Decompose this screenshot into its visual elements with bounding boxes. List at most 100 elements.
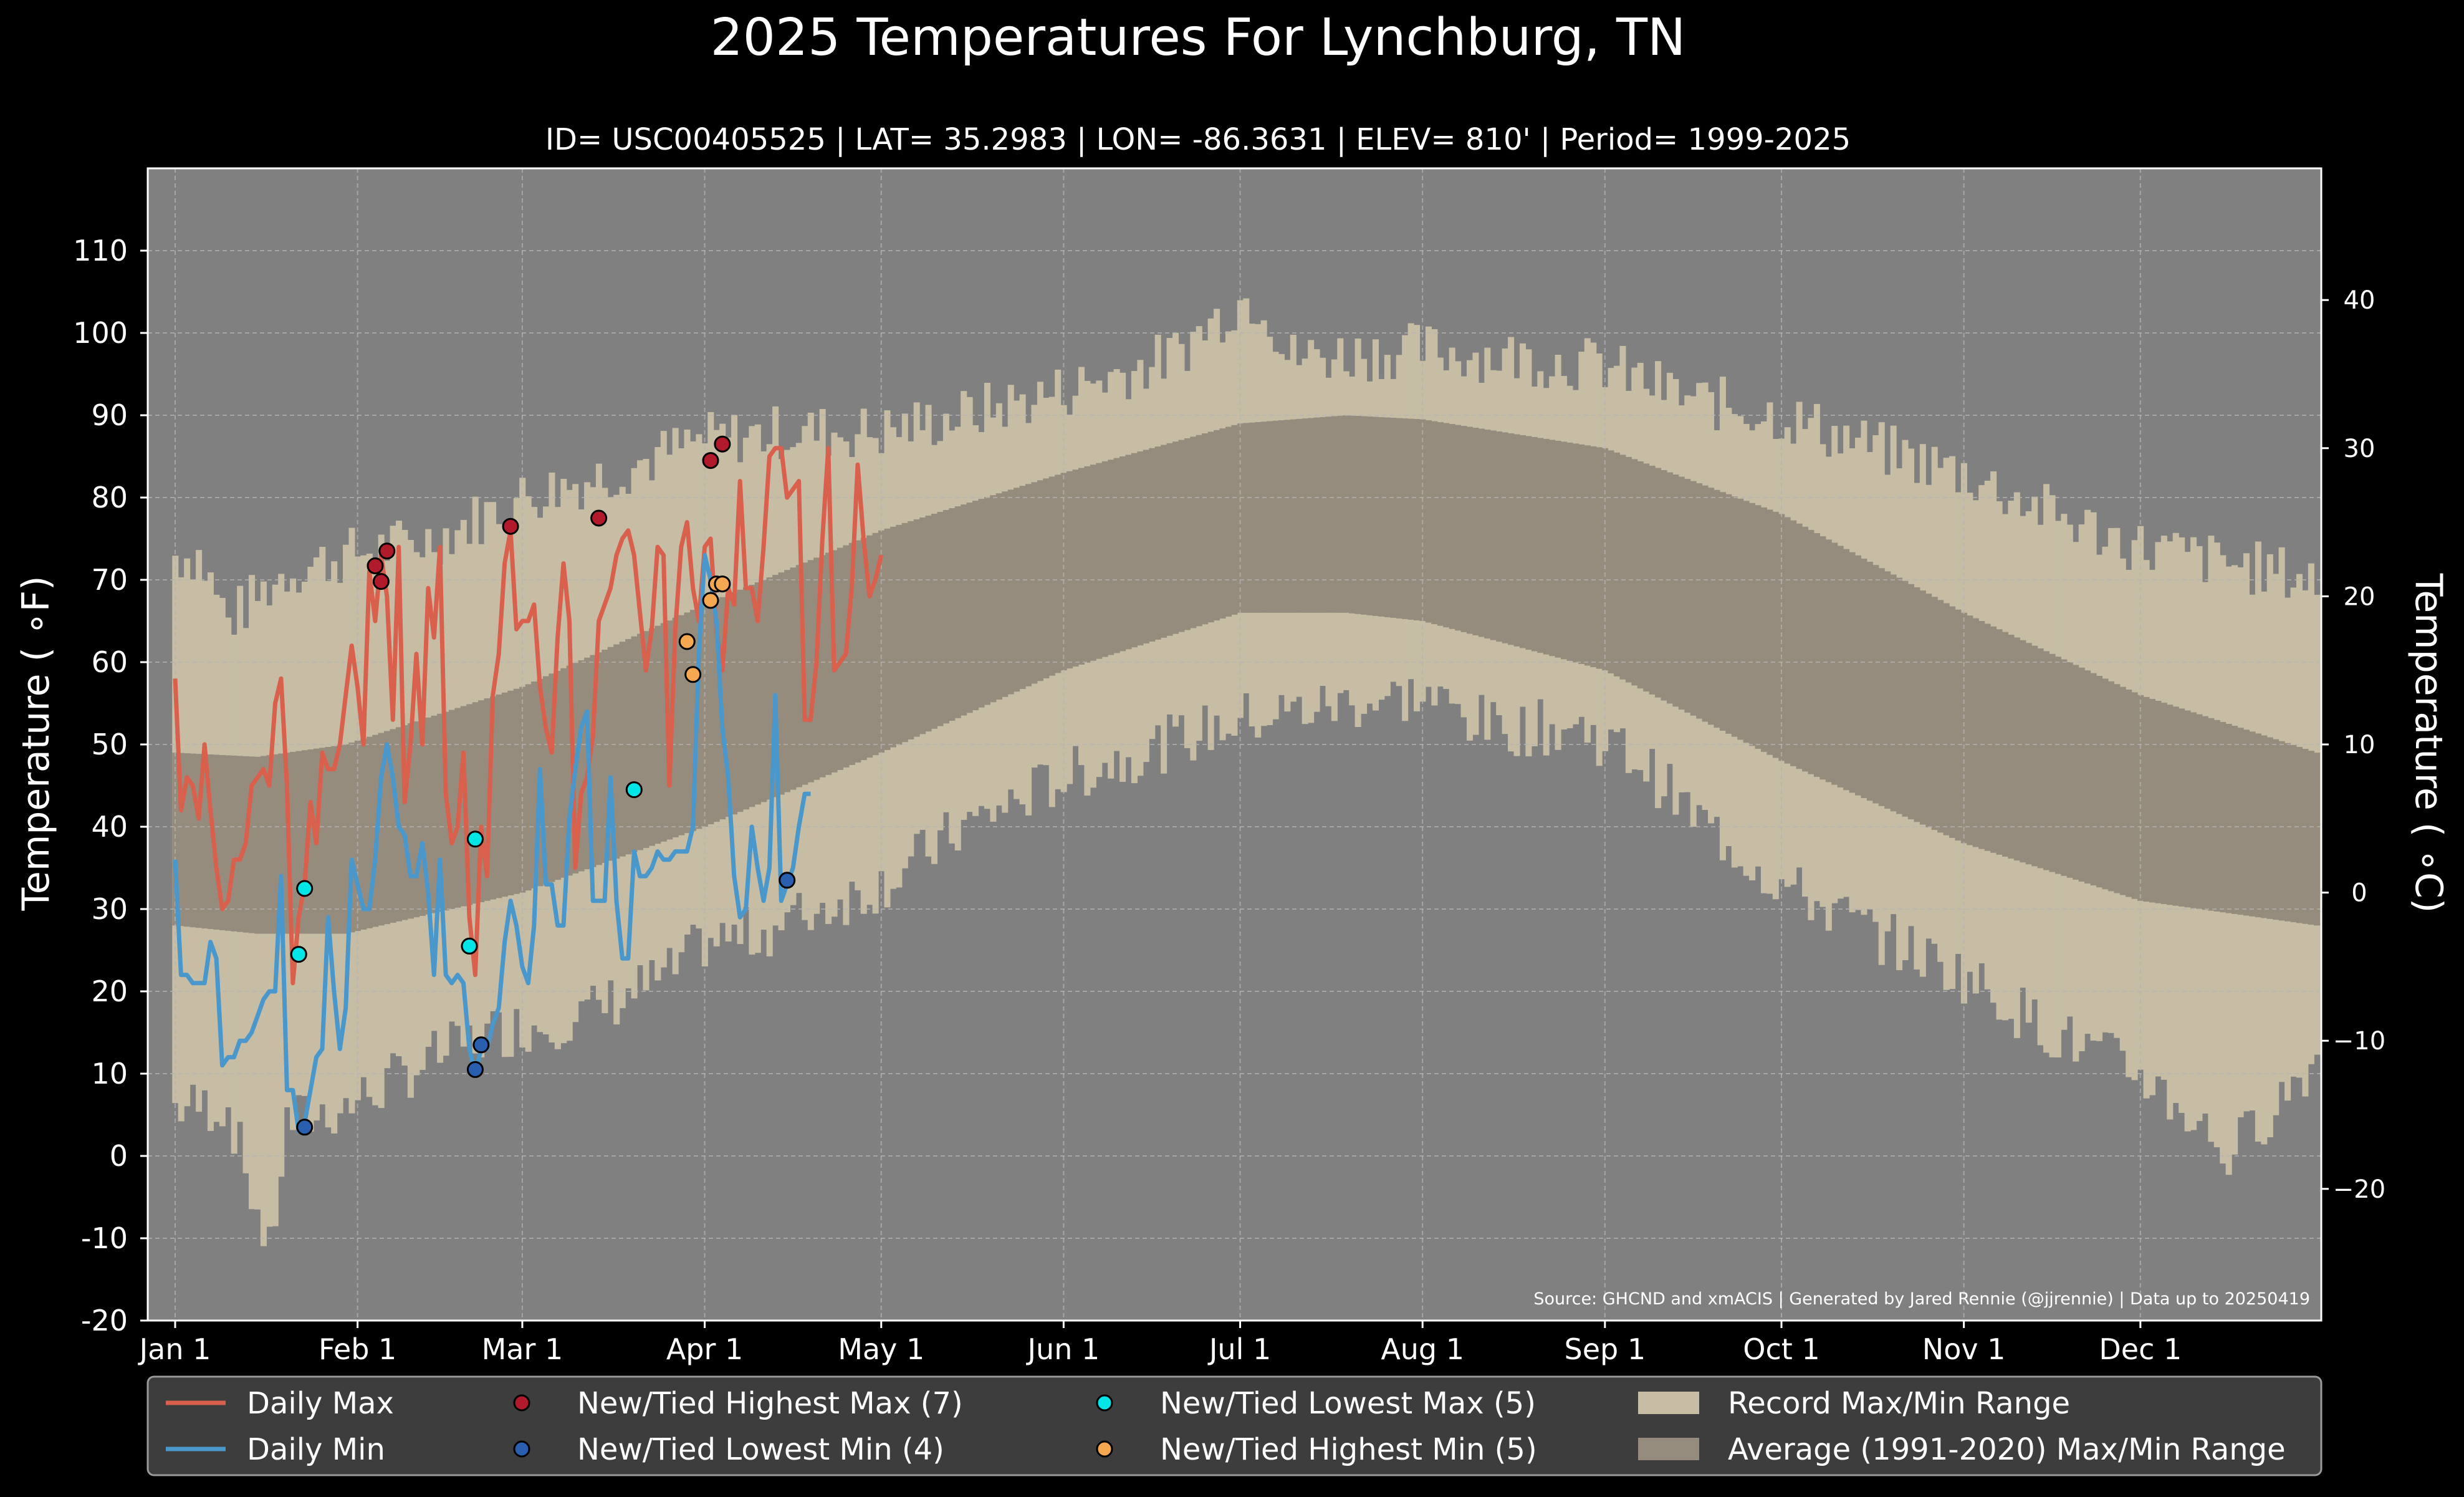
normal-range-bar bbox=[707, 602, 714, 825]
normal-range-bar bbox=[2008, 635, 2015, 859]
normal-range-bar bbox=[1725, 494, 1732, 734]
x-tick-label: Oct 1 bbox=[1743, 1332, 1819, 1366]
normal-range-bar bbox=[660, 623, 667, 842]
x-tick-label: Feb 1 bbox=[319, 1332, 396, 1366]
normal-range-bar bbox=[760, 580, 767, 802]
normal-range-bar bbox=[602, 649, 608, 863]
normal-range-bar bbox=[2049, 653, 2056, 872]
x-tick-label: Jan 1 bbox=[138, 1332, 211, 1366]
record-marker-point bbox=[625, 781, 643, 799]
normal-range-bar bbox=[1443, 423, 1450, 628]
legend-marker-swatch bbox=[1096, 1440, 1113, 1458]
normal-range-bar bbox=[1090, 465, 1096, 661]
legend: Daily Max Daily Min New/Tied Highest Max (… bbox=[146, 1375, 2323, 1476]
normal-range-bar bbox=[2202, 716, 2208, 910]
x-tick-label: Jun 1 bbox=[1025, 1332, 1100, 1366]
normal-range-bar bbox=[2225, 724, 2232, 913]
normal-range-bar bbox=[1207, 431, 1214, 623]
record-marker-point bbox=[502, 517, 519, 535]
normal-range-bar bbox=[1378, 417, 1385, 617]
normal-range-bar bbox=[1084, 466, 1091, 663]
normal-range-bar bbox=[1566, 442, 1573, 661]
y-axis-fahrenheit: -20 -10 0 10 20 30 40 50 60 70 80 90 100 110 bbox=[73, 234, 148, 1337]
normal-range-bar bbox=[1837, 546, 1844, 787]
record-marker-point bbox=[296, 1119, 314, 1136]
normal-range-bar bbox=[1366, 416, 1373, 615]
normal-range-bar bbox=[2179, 708, 2185, 907]
normal-range-bar bbox=[1154, 446, 1161, 640]
normal-range-bar bbox=[1561, 441, 1568, 660]
record-markers bbox=[290, 435, 796, 1136]
normal-range-bar bbox=[1661, 470, 1667, 701]
normal-range-bar bbox=[689, 610, 697, 831]
normal-range-bar bbox=[749, 584, 755, 807]
record-marker-point bbox=[296, 880, 314, 897]
normal-range-bar bbox=[2114, 684, 2121, 893]
normal-range-bar bbox=[772, 575, 779, 797]
normal-range-bar bbox=[407, 723, 414, 919]
normal-range-bar bbox=[942, 510, 949, 724]
normal-range-bar bbox=[2043, 651, 2050, 870]
normal-range-bar bbox=[1937, 600, 1944, 833]
normal-range-bar bbox=[1125, 455, 1132, 650]
normal-range-bar bbox=[1690, 481, 1697, 716]
record-marker-point bbox=[702, 592, 719, 609]
normal-range-bar bbox=[1784, 517, 1791, 764]
normal-range-bar bbox=[742, 587, 749, 810]
normal-range-bar bbox=[2213, 720, 2220, 912]
normal-range-bar bbox=[184, 753, 191, 927]
normal-range-bar bbox=[1902, 580, 1909, 817]
normal-range-bar bbox=[1449, 424, 1455, 629]
normal-range-bar bbox=[525, 684, 532, 891]
legend-label: New/Tied Lowest Max (5) bbox=[1160, 1386, 1536, 1421]
normal-range-bar bbox=[1249, 422, 1255, 613]
normal-range-bar bbox=[2131, 692, 2138, 899]
normal-range-bar bbox=[1478, 428, 1485, 637]
y-tick-label-right: 0 bbox=[2351, 879, 2367, 908]
normal-range-bar bbox=[855, 540, 861, 763]
y-tick-label: 70 bbox=[91, 563, 128, 597]
normal-range-bar bbox=[189, 753, 196, 928]
normal-range-bar bbox=[1943, 603, 1950, 835]
normal-range-bar bbox=[2020, 640, 2026, 863]
series-daily-min bbox=[173, 552, 811, 1134]
normal-range-bar bbox=[713, 599, 720, 822]
normal-range-bar bbox=[1178, 440, 1185, 632]
normal-range-bar bbox=[648, 628, 655, 846]
normal-range-bar bbox=[1884, 571, 1891, 809]
normal-range-bar bbox=[325, 746, 332, 934]
normal-range-bar bbox=[237, 756, 244, 932]
legend-patch-swatch bbox=[1638, 1438, 1699, 1460]
normal-range-bar bbox=[2249, 731, 2256, 917]
normal-range-bar bbox=[1772, 511, 1779, 758]
normal-range-bar bbox=[1067, 471, 1073, 669]
normal-range-bar bbox=[2237, 728, 2244, 915]
record-marker-point bbox=[372, 573, 390, 590]
normal-range-bar bbox=[590, 655, 597, 867]
normal-range-bar bbox=[231, 755, 237, 931]
normal-range-bar bbox=[696, 607, 702, 829]
chart-subtitle: ID= USC00405525 | LAT= 35.2983 | LON= -8… bbox=[545, 122, 1851, 157]
normal-range-bar bbox=[1525, 436, 1532, 650]
normal-range-bar bbox=[984, 497, 990, 705]
normal-range-bar bbox=[1131, 453, 1138, 648]
normal-range-bar bbox=[1390, 418, 1397, 618]
normal-range-bar bbox=[919, 517, 926, 734]
normal-range-bar bbox=[501, 692, 508, 897]
normal-range-bar bbox=[331, 746, 338, 934]
record-marker-point bbox=[678, 633, 696, 650]
legend-label: New/Tied Lowest Min (4) bbox=[577, 1432, 944, 1467]
y-tick-label: 0 bbox=[110, 1139, 128, 1173]
normal-range-bar bbox=[2278, 741, 2285, 921]
normal-range-bar bbox=[437, 713, 444, 912]
normal-range-bar bbox=[643, 631, 650, 849]
normal-range-bar bbox=[754, 582, 761, 805]
normal-range-bar bbox=[2167, 705, 2174, 905]
normal-range-bar bbox=[1484, 429, 1491, 639]
normal-range-bar bbox=[1596, 447, 1603, 669]
normal-range-bar bbox=[2160, 703, 2167, 905]
normal-range-bar bbox=[466, 704, 473, 905]
record-marker-point bbox=[684, 666, 702, 683]
normal-range-bar bbox=[2296, 746, 2303, 923]
normal-range-bar bbox=[2119, 686, 2126, 895]
